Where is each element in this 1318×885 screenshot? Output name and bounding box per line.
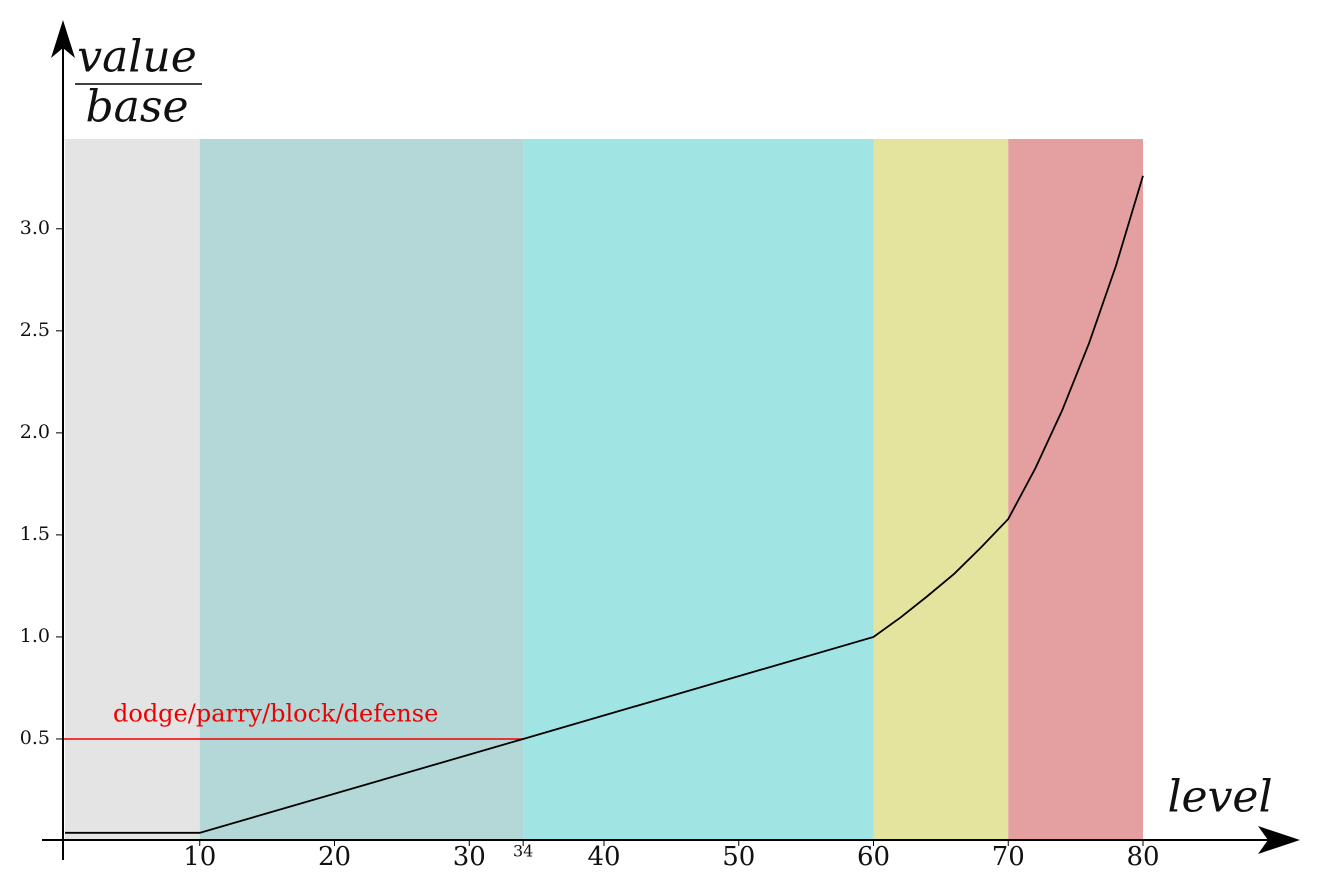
band [1008,139,1143,841]
x-label: level [1167,772,1272,823]
x-tick-label: 20 [318,842,351,872]
x-tick-label: 40 [587,842,620,872]
x-arrow [1258,826,1300,854]
x-tick-label: 34 [513,842,533,861]
bands [65,139,1143,841]
band [523,139,874,841]
y-tick-label: 3.0 [20,217,50,239]
y-tick-label: 1.5 [20,523,50,545]
reference-label: dodge/parry/block/defense [113,699,438,727]
y-label-denominator: base [85,82,188,133]
band [873,139,1009,841]
band [199,139,524,841]
y-tick-label: 2.5 [20,319,50,341]
x-tick-label: 30 [453,842,486,872]
y-tick-label: 2.0 [20,421,50,443]
x-tick-label: 50 [722,842,755,872]
x-tick-label: 10 [183,842,216,872]
x-tick-label: 70 [992,842,1025,872]
band [65,139,200,841]
y-tick-label: 1.0 [20,625,50,647]
y-arrow [51,20,75,58]
y-tick-label: 0.5 [20,727,50,749]
x-tick-label: 60 [857,842,890,872]
y-label-numerator: value [77,32,197,83]
line [65,175,1144,834]
marks: dodge/parry/block/defense [63,175,1144,834]
x-tick-label: 80 [1126,842,1159,872]
